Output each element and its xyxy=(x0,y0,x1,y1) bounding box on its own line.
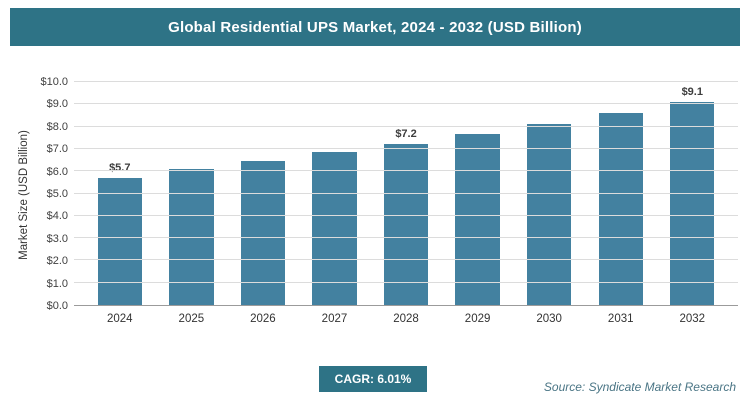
y-tick-label: $10.0 xyxy=(40,76,68,88)
bar xyxy=(455,134,500,305)
y-axis-title-column: Market Size (USD Billion) xyxy=(8,72,30,334)
y-tick-label: $1.0 xyxy=(46,277,68,290)
plot-wrap: $5.7 $7.2 $9.1 2024 2025 2026 2027 2028 2029 203… xyxy=(74,81,738,334)
y-tick-label: $4.0 xyxy=(46,210,68,223)
plot-area: $5.7 $7.2 $9.1 xyxy=(74,81,738,306)
y-axis-ticks: $0.0 $1.0 $2.0 $3.0 $4.0 $5.0 $6.0 $7.0 $8.0 $9.0… xyxy=(30,76,74,312)
bar xyxy=(240,161,286,305)
chart-title: Global Residential UPS Market, 2024 - 20… xyxy=(168,18,582,36)
y-tick-label: $5.0 xyxy=(46,188,68,200)
bar xyxy=(670,102,715,305)
x-tick-label: 2024 xyxy=(106,313,133,325)
x-tick-label: 2030 xyxy=(536,313,562,325)
chart-area: Market Size (USD Billion) $0.0 $1.0 $2.0 $3… xyxy=(8,72,738,334)
cagr-badge: CAGR: 6.01% xyxy=(318,366,428,392)
x-tick-label: 2029 xyxy=(464,313,491,325)
bar-item xyxy=(585,82,657,305)
gridline xyxy=(74,259,738,261)
bar-item xyxy=(299,82,371,305)
bar-item xyxy=(156,82,228,305)
x-tick-label: 2025 xyxy=(178,313,205,325)
gridline xyxy=(74,125,738,127)
y-tick-label: $3.0 xyxy=(46,232,68,245)
y-tick-label: $8.0 xyxy=(46,120,68,133)
bar-item xyxy=(227,82,299,305)
y-tick-label: $6.0 xyxy=(46,165,68,178)
chart-title-banner: Global Residential UPS Market, 2024 - 20… xyxy=(10,8,740,46)
bar-value-label: $7.2 xyxy=(395,128,417,141)
gridline xyxy=(74,192,738,194)
bar-item xyxy=(513,82,585,305)
y-tick-label: $9.0 xyxy=(46,98,68,111)
y-tick-label: $0.0 xyxy=(46,300,68,312)
x-tick-label: 2032 xyxy=(679,313,706,325)
bar xyxy=(598,113,643,305)
y-tick-label: $2.0 xyxy=(46,255,68,268)
gridline xyxy=(74,237,738,239)
bar-series: $5.7 $7.2 $9.1 xyxy=(74,82,738,305)
x-axis-ticks: 2024 2025 2026 2027 2028 2029 2030 2031 2032 xyxy=(74,313,738,325)
bar-item xyxy=(442,82,514,305)
bar xyxy=(97,177,142,305)
source-text: Source: Syndicate Market Research xyxy=(543,380,736,394)
bar-value-label: $5.7 xyxy=(109,161,131,174)
gridline xyxy=(74,81,738,82)
bar-item: $9.1 xyxy=(657,82,729,305)
bar-value-label: $9.1 xyxy=(681,86,703,99)
x-tick-label: 2026 xyxy=(250,313,276,325)
gridline xyxy=(74,214,738,216)
bar xyxy=(383,144,429,305)
bar xyxy=(526,124,572,305)
gridline xyxy=(74,103,738,105)
bar-item: $5.7 xyxy=(84,82,156,305)
x-tick-label: 2031 xyxy=(607,313,634,325)
bar-item: $7.2 xyxy=(370,82,442,305)
x-tick-label: 2028 xyxy=(393,313,419,325)
x-tick-label: 2027 xyxy=(321,313,348,325)
footer: CAGR: 6.01% Source: Syndicate Market Res… xyxy=(10,364,736,394)
gridline xyxy=(74,170,738,172)
y-tick-label: $7.0 xyxy=(46,143,68,156)
bar xyxy=(312,152,357,305)
gridline xyxy=(74,147,738,149)
gridline xyxy=(74,281,738,283)
